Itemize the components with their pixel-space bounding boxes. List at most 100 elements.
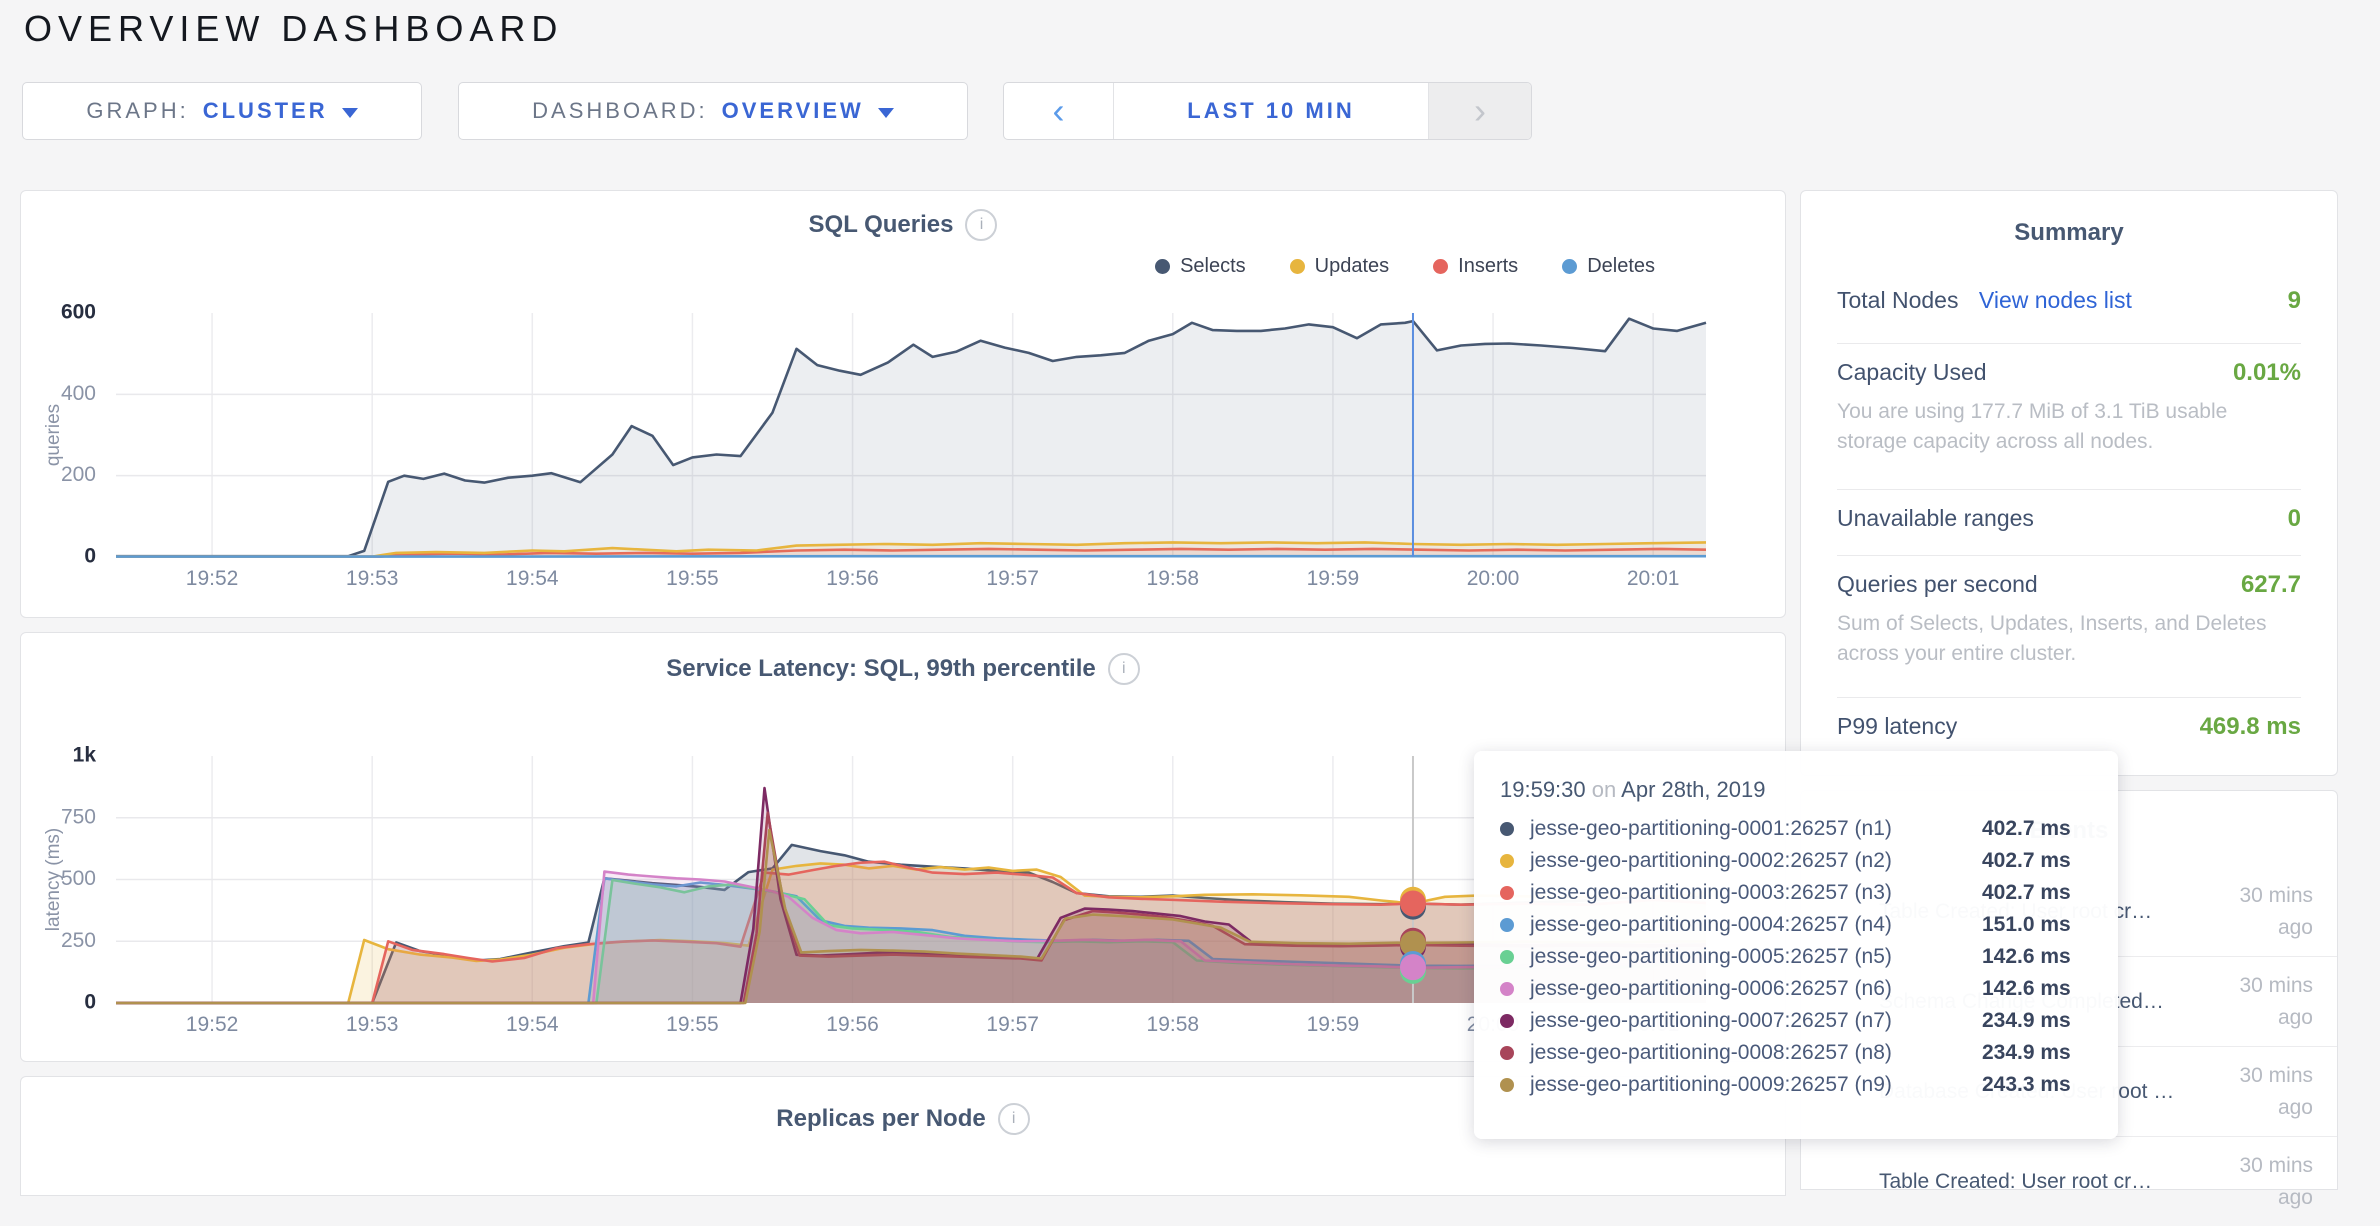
chevron-down-icon: [342, 108, 358, 118]
node-name: jesse-geo-partitioning-0007:26257 (n7): [1530, 1009, 1982, 1033]
tooltip-node-row: jesse-geo-partitioning-0007:26257 (n7)23…: [1500, 1005, 2092, 1037]
node-latency-value: 142.6 ms: [1982, 977, 2071, 1001]
hover-point-dot: [1400, 954, 1426, 980]
summary-p99-row: P99 latency 469.8 ms: [1837, 713, 2301, 741]
tooltip-node-row: jesse-geo-partitioning-0006:26257 (n6)14…: [1500, 973, 2092, 1005]
node-color-dot-icon: [1500, 950, 1514, 964]
series-area-selects: [116, 319, 1706, 557]
x-axis-tick-label: 19:52: [186, 567, 239, 590]
summary-card: Summary Total Nodes View nodes list 9 Ca…: [1800, 190, 2338, 776]
unavailable-ranges-value: 0: [2288, 505, 2301, 533]
overview-dashboard-page: OVERVIEW DASHBOARD GRAPH: CLUSTER DASHBO…: [0, 0, 2380, 1164]
node-name: jesse-geo-partitioning-0002:26257 (n2): [1530, 849, 1982, 873]
divider: [1837, 343, 2301, 344]
event-text: Table Created: User root cr…: [1879, 1170, 2152, 1194]
x-axis-tick-label: 19:59: [1307, 1013, 1360, 1036]
tooltip-node-row: jesse-geo-partitioning-0003:26257 (n3)40…: [1500, 877, 2092, 909]
y-axis-title: queries: [43, 404, 64, 466]
queries-per-second-value: 627.7: [2241, 571, 2301, 599]
x-axis-tick-label: 19:55: [666, 567, 719, 590]
node-latency-value: 234.9 ms: [1982, 1041, 2071, 1065]
node-latency-value: 142.6 ms: [1982, 945, 2071, 969]
x-axis-tick-label: 19:55: [666, 1013, 719, 1036]
x-axis-tick-label: 19:56: [826, 1013, 879, 1036]
y-axis-tick-label: 1k: [73, 744, 97, 767]
queries-per-second-description: Sum of Selects, Updates, Inserts, and De…: [1837, 609, 2301, 670]
summary-total-nodes-row: Total Nodes View nodes list 9: [1837, 287, 2301, 315]
dashboard-dropdown[interactable]: DASHBOARD: OVERVIEW: [458, 82, 968, 140]
info-icon[interactable]: i: [998, 1103, 1030, 1135]
y-axis-tick-label: 0: [84, 991, 96, 1014]
queries-per-second-label: Queries per second: [1837, 571, 2038, 598]
y-axis-tick-label: 600: [61, 301, 96, 324]
time-range-selector: ‹ LAST 10 MIN ›: [1003, 82, 1532, 140]
tooltip-time: 19:59:30: [1500, 777, 1586, 802]
x-axis-tick-label: 20:00: [1467, 567, 1520, 590]
x-axis-tick-label: 19:59: [1307, 567, 1360, 590]
node-color-dot-icon: [1500, 1046, 1514, 1060]
node-name: jesse-geo-partitioning-0001:26257 (n1): [1530, 817, 1982, 841]
tooltip-node-row: jesse-geo-partitioning-0002:26257 (n2)40…: [1500, 845, 2092, 877]
x-axis-tick-label: 19:57: [986, 567, 1039, 590]
tooltip-node-rows: jesse-geo-partitioning-0001:26257 (n1)40…: [1500, 813, 2092, 1101]
x-axis-tick-label: 19:56: [826, 567, 879, 590]
tooltip-timestamp: 19:59:30 on Apr 28th, 2019: [1500, 777, 2092, 803]
node-latency-value: 243.3 ms: [1982, 1073, 2071, 1097]
y-axis-title: latency (ms): [43, 828, 64, 931]
node-color-dot-icon: [1500, 1078, 1514, 1092]
node-color-dot-icon: [1500, 822, 1514, 836]
capacity-used-description: You are using 177.7 MiB of 3.1 TiB usabl…: [1837, 397, 2301, 458]
node-name: jesse-geo-partitioning-0004:26257 (n4): [1530, 913, 1982, 937]
y-axis-tick-label: 0: [84, 545, 96, 568]
node-color-dot-icon: [1500, 982, 1514, 996]
divider: [1837, 697, 2301, 698]
p99-latency-value: 469.8 ms: [2200, 713, 2301, 741]
tooltip-node-row: jesse-geo-partitioning-0009:26257 (n9)24…: [1500, 1069, 2092, 1101]
node-latency-value: 402.7 ms: [1982, 849, 2071, 873]
time-range-value[interactable]: LAST 10 MIN: [1114, 83, 1428, 139]
chevron-right-icon: ›: [1474, 90, 1486, 132]
x-axis-tick-label: 19:53: [346, 1013, 399, 1036]
view-nodes-list-link[interactable]: View nodes list: [1979, 287, 2132, 313]
x-axis-tick-label: 19:52: [186, 1013, 239, 1036]
chevron-left-icon: ‹: [1053, 90, 1065, 132]
page-title: OVERVIEW DASHBOARD: [24, 8, 563, 50]
replicas-per-node-title: Replicas per Node: [776, 1105, 985, 1133]
total-nodes-label: Total Nodes: [1837, 287, 1958, 313]
node-color-dot-icon: [1500, 918, 1514, 932]
unavailable-ranges-label: Unavailable ranges: [1837, 505, 2034, 532]
tooltip-node-row: jesse-geo-partitioning-0005:26257 (n5)14…: [1500, 941, 2092, 973]
chevron-down-icon: [878, 108, 894, 118]
y-axis-tick-label: 500: [61, 867, 96, 890]
event-timestamp: 30 mins ago: [2203, 970, 2313, 1033]
divider: [1837, 489, 2301, 490]
y-axis-tick-label: 200: [61, 463, 96, 486]
node-latency-value: 402.7 ms: [1982, 817, 2071, 841]
node-latency-value: 234.9 ms: [1982, 1009, 2071, 1033]
p99-latency-label: P99 latency: [1837, 713, 1957, 740]
dashboard-controls: GRAPH: CLUSTER DASHBOARD: OVERVIEW ‹ LAS…: [0, 82, 2380, 140]
total-nodes-value: 9: [2288, 287, 2301, 315]
tooltip-node-row: jesse-geo-partitioning-0008:26257 (n8)23…: [1500, 1037, 2092, 1069]
capacity-used-label: Capacity Used: [1837, 359, 1987, 386]
node-latency-value: 402.7 ms: [1982, 881, 2071, 905]
chart-hover-tooltip: 19:59:30 on Apr 28th, 2019 jesse-geo-par…: [1474, 751, 2118, 1139]
x-axis-tick-label: 19:54: [506, 567, 559, 590]
node-name: jesse-geo-partitioning-0008:26257 (n8): [1530, 1041, 1982, 1065]
node-name: jesse-geo-partitioning-0009:26257 (n9): [1530, 1073, 1982, 1097]
time-range-next-button[interactable]: ›: [1428, 83, 1531, 139]
graph-dropdown[interactable]: GRAPH: CLUSTER: [22, 82, 422, 140]
event-timestamp: 30 mins ago: [2203, 880, 2313, 943]
graph-dropdown-value: CLUSTER: [203, 98, 328, 124]
tooltip-on-word: on: [1592, 777, 1616, 802]
capacity-used-value: 0.01%: [2233, 359, 2301, 387]
summary-capacity-row: Capacity Used 0.01% You are using 177.7 …: [1837, 359, 2301, 458]
time-range-prev-button[interactable]: ‹: [1004, 83, 1114, 139]
node-name: jesse-geo-partitioning-0003:26257 (n3): [1530, 881, 1982, 905]
y-axis-tick-label: 750: [61, 805, 96, 828]
tooltip-date: Apr 28th, 2019: [1621, 777, 1765, 802]
x-axis-tick-label: 19:57: [986, 1013, 1039, 1036]
divider: [1837, 555, 2301, 556]
x-axis-tick-label: 19:53: [346, 567, 399, 590]
